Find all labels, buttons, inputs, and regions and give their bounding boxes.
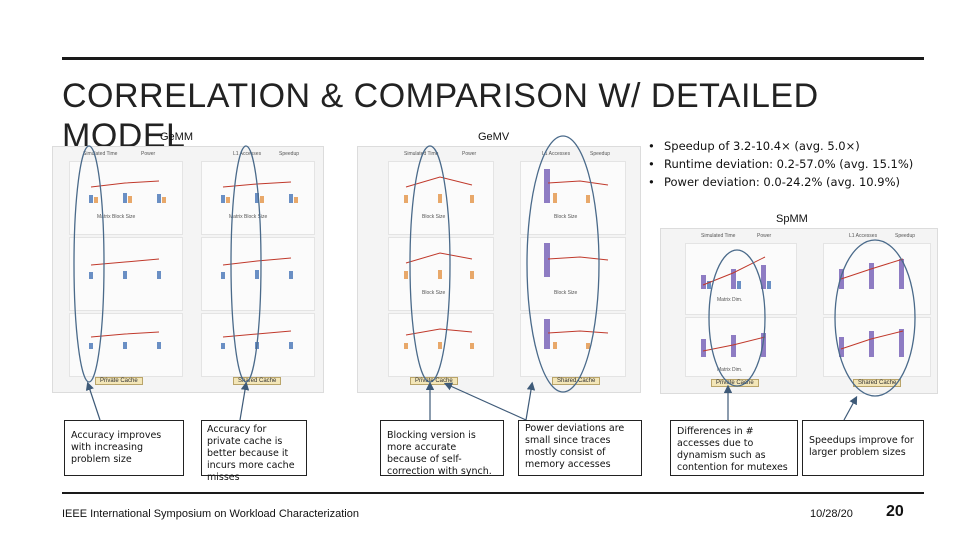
gemm-deviation-ellipse-a [73, 145, 105, 383]
spmm-legend-speedup: Speedup [895, 233, 916, 239]
gemv-label: GeMV [478, 131, 510, 143]
spmm-xaxis-1: Matrix Dim. [717, 297, 743, 303]
note-power-deviation: Power deviations are small since traces … [525, 423, 625, 470]
gemv-cell-6 [520, 313, 626, 377]
gemm-xaxis-1: Matrix Block Size [97, 214, 136, 220]
spmm-xaxis-2: Matrix Dim. [717, 367, 743, 373]
gemv-cell-4 [520, 237, 626, 311]
footer-text: IEEE International Symposium on Workload… [62, 508, 359, 520]
note-box-3: Blocking version is more accurate becaus… [380, 420, 504, 477]
gemm-deviation-ellipse-b [230, 145, 262, 383]
gemv-legend-speedup: Speedup [590, 151, 611, 157]
gemm-bars-svg [89, 180, 298, 349]
gemv-deviation-ellipse-b [526, 135, 600, 393]
gemm-label: GeMM [160, 131, 193, 143]
gemv-xaxis-4: Block Size [554, 290, 578, 296]
bullet-runtime-deviation: Runtime deviation: 0.2-57.0% (avg. 15.1%… [648, 155, 913, 173]
gemm-legend-speedup: Speedup [279, 151, 300, 157]
top-rule [62, 57, 924, 60]
bullet-speedup: Speedup of 3.2-10.4× (avg. 5.0×) [648, 137, 913, 155]
gemv-legend-l1: L1 Accesses [542, 151, 571, 157]
note-problem-size: Accuracy improves with increasing proble… [71, 430, 162, 465]
note-box-5: Differences in # accesses due to dynamis… [670, 420, 798, 476]
bullet-power-deviation: Power deviation: 0.0-24.2% (avg. 10.9%) [648, 173, 913, 191]
spmm-figure: Simulated Time Power L1 Accesses Speedup… [660, 228, 938, 394]
gemm-legend-power: Power [141, 151, 156, 157]
bullet-list: Speedup of 3.2-10.4× (avg. 5.0×) Runtime… [648, 137, 913, 191]
note-speedups-improve: Speedups improve for larger problem size… [809, 435, 914, 458]
note-access-differences: Differences in # accesses due to dynamis… [677, 426, 788, 473]
note-box-4: Power deviations are small since traces … [518, 420, 642, 476]
gemv-xaxis-3: Block Size [422, 290, 446, 296]
spmm-label: SpMM [776, 213, 808, 225]
page-number: 20 [886, 503, 904, 520]
gemv-xaxis-2: Block Size [554, 214, 578, 220]
spmm-legend-l1: L1 Accesses [849, 233, 878, 239]
note-box-1: Accuracy improves with increasing proble… [64, 420, 184, 476]
spmm-private-cache-tag: Private Cache [711, 379, 759, 387]
gemv-deviation-ellipse-a [409, 145, 451, 383]
note-box-2: Accuracy for private cache is better bec… [201, 420, 307, 483]
gemm-legend-time: Simulated Time [83, 151, 118, 157]
gemv-xaxis-1: Block Size [422, 214, 446, 220]
gemv-legend-time: Simulated Time [404, 151, 439, 157]
bottom-rule [62, 492, 924, 494]
gemm-legend-l1: L1 Accesses [233, 151, 262, 157]
note-blocking-version: Blocking version is more accurate becaus… [387, 430, 492, 477]
note-box-6: Speedups improve for larger problem size… [802, 420, 924, 476]
gemm-figure: Simulated Time Power L1 Accesses Speedup… [52, 146, 324, 393]
spmm-speedup-ellipse [834, 239, 916, 397]
slide-date: 10/28/20 [810, 508, 853, 520]
spmm-legend-power: Power [757, 233, 772, 239]
note-private-cache: Accuracy for private cache is better bec… [207, 424, 295, 483]
gemm-private-cache-tag: Private Cache [95, 377, 143, 385]
gemm-shared-cache-tag: Shared Cache [233, 377, 282, 385]
spmm-access-ellipse [708, 249, 766, 387]
spmm-legend-time: Simulated Time [701, 233, 736, 239]
gemm-xaxis-2: Matrix Block Size [229, 214, 268, 220]
spmm-bars-svg [701, 256, 904, 357]
gemv-legend-power: Power [462, 151, 477, 157]
